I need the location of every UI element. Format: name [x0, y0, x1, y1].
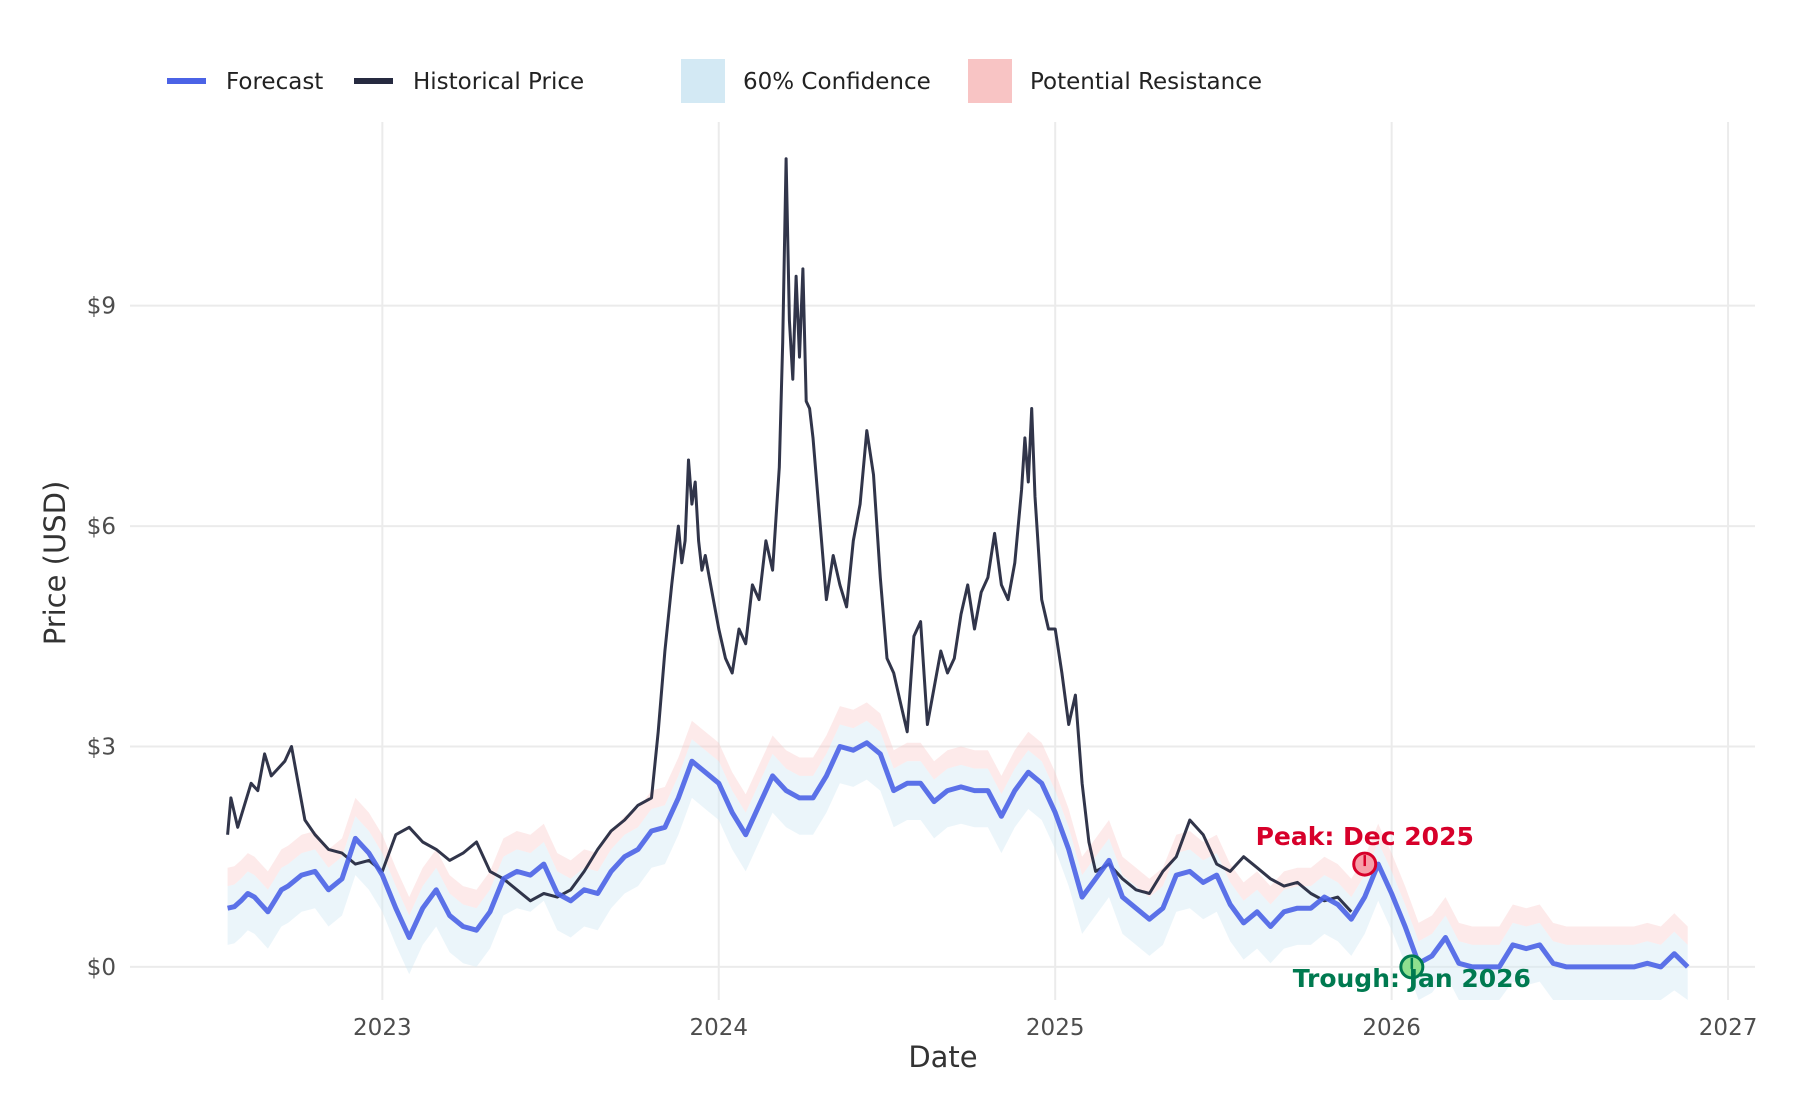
legend-label-forecast: Forecast	[226, 69, 323, 95]
legend-item-confidence: 60% Confidence	[681, 59, 931, 103]
x-tick-label-2027: 2027	[1699, 1015, 1758, 1041]
legend: Forecast Historical Price 60% Confidence…	[167, 59, 1262, 103]
y-tick-label-2: $6	[87, 514, 116, 540]
legend-swatch-confidence	[681, 59, 725, 103]
grid-lines	[130, 122, 1755, 1000]
resistance-band-area	[227, 702, 1688, 945]
annotations: Peak: Dec 2025 Trough: Jan 2026	[1256, 822, 1531, 993]
legend-label-confidence: 60% Confidence	[743, 69, 931, 95]
x-axis-title: Date	[908, 1040, 977, 1074]
x-tick-label-2026: 2026	[1362, 1015, 1421, 1041]
y-axis-title: Price (USD)	[38, 481, 72, 646]
legend-item-forecast: Forecast	[167, 69, 323, 95]
legend-item-resistance: Potential Resistance	[968, 59, 1262, 103]
x-axis-ticks: 2023 2024 2025 2026 2027	[353, 1015, 1757, 1041]
confidence-band-area	[227, 720, 1688, 1000]
y-tick-label-0: $0	[87, 955, 116, 981]
y-axis-ticks: $0 $3 $6 $9	[87, 294, 116, 981]
x-tick-label-2023: 2023	[353, 1015, 412, 1041]
x-tick-label-2024: 2024	[689, 1015, 748, 1041]
bands	[227, 702, 1688, 1000]
peak-label: Peak: Dec 2025	[1256, 822, 1474, 851]
y-tick-label-3: $9	[87, 294, 116, 320]
historical-price-line	[226, 157, 1353, 913]
legend-item-historical: Historical Price	[354, 69, 584, 95]
legend-label-historical: Historical Price	[413, 69, 584, 95]
legend-label-resistance: Potential Resistance	[1030, 69, 1262, 95]
x-tick-label-2025: 2025	[1026, 1015, 1085, 1041]
forecast-line	[227, 740, 1690, 970]
y-tick-label-1: $3	[87, 735, 116, 761]
series-lines	[226, 157, 1690, 970]
trough-label: Trough: Jan 2026	[1293, 964, 1531, 993]
legend-swatch-resistance	[968, 59, 1012, 103]
